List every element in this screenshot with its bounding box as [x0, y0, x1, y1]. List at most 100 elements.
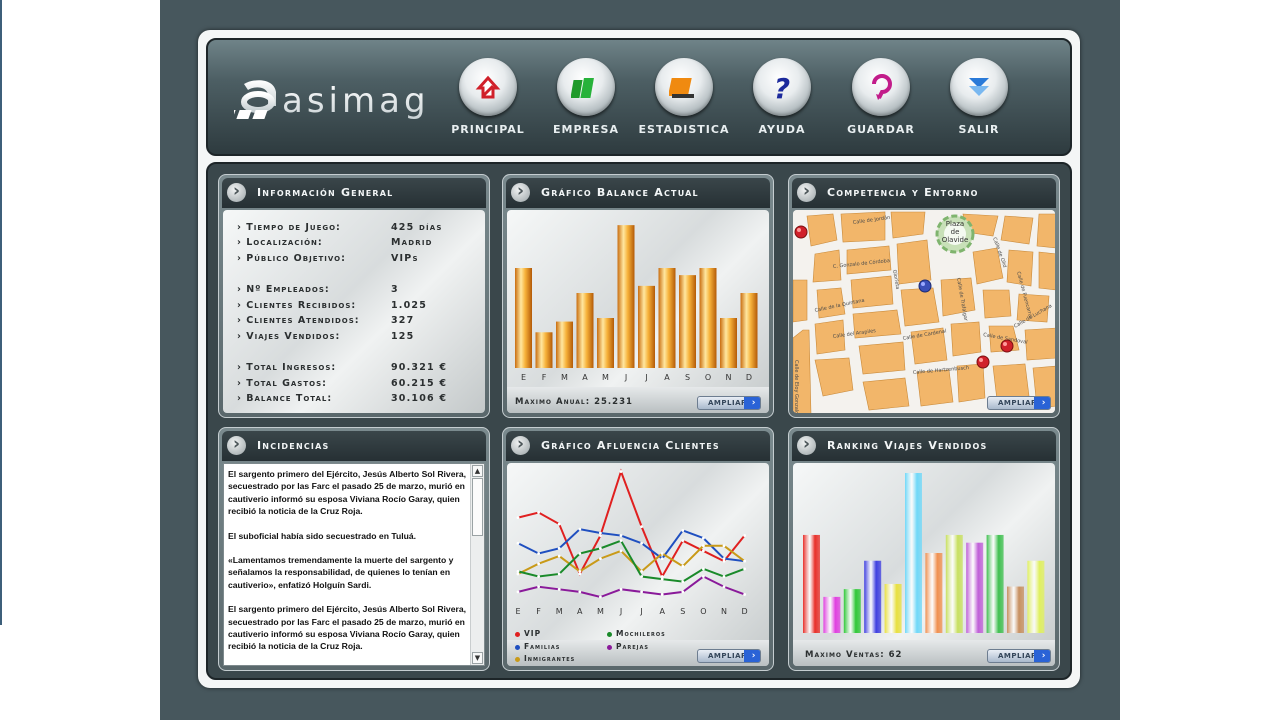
chevron-right-icon[interactable]: [797, 434, 816, 455]
series-point: [599, 534, 602, 537]
x-tick-label: J: [644, 373, 647, 382]
ampliar-label: AMPLIAR: [708, 399, 747, 407]
afluencia-chart-area: E F M A M J J A S O N D VIP Mochileros Familias Pareja…: [507, 463, 769, 666]
panel-header: Ranking Viajes Vendidos: [792, 431, 1056, 461]
series-point: [681, 539, 685, 543]
series-point: [722, 557, 726, 560]
series-point: [557, 587, 561, 591]
panel-competencia-entorno: Competencia y Entorno: [788, 174, 1060, 418]
balance-bar: [740, 293, 758, 368]
info-label: Total Gastos:: [237, 378, 327, 389]
series-point: [619, 539, 623, 543]
info-label: Balance Total:: [237, 393, 332, 404]
series-point: [640, 541, 643, 545]
series-point: [660, 557, 664, 560]
nav-button-estadistica[interactable]: ESTADISTICA: [636, 58, 732, 148]
panel-title: Competencia y Entorno: [827, 186, 979, 199]
street-label: Calle de Hartzenbusch: [913, 365, 970, 376]
info-label: Viajes Vendidos:: [237, 331, 340, 342]
chevron-right-icon[interactable]: [511, 181, 530, 202]
info-key: Nº Empleados:: [237, 284, 330, 295]
exit-icon[interactable]: [950, 58, 1008, 116]
nav-button-empresa[interactable]: EMPRESA: [538, 58, 634, 148]
nav-button-principal[interactable]: PRINCIPAL: [440, 58, 536, 148]
folder-icon[interactable]: [655, 58, 713, 116]
app-frame: asimag PRINCIPAL EMPRESA ESTADISTICA? AY…: [198, 30, 1080, 688]
logo-wordmark: asimag: [282, 81, 430, 121]
balance-bar: [597, 318, 614, 368]
series-point: [722, 544, 726, 548]
balance-bar: [617, 225, 635, 368]
ranking-bar: [843, 589, 861, 633]
series-point: [702, 575, 705, 578]
info-key: Clientes Atendidos:: [237, 315, 360, 326]
scroll-up-icon[interactable]: ▲: [472, 465, 483, 477]
save-icon[interactable]: [852, 58, 910, 116]
chevron-right-icon[interactable]: [797, 181, 816, 202]
chevron-right-icon[interactable]: [511, 434, 530, 455]
info-value: 60.215 €: [391, 378, 448, 389]
scroll-thumb[interactable]: [472, 478, 483, 536]
nav-button-ayuda[interactable]: ? AYUDA: [734, 58, 830, 148]
panel-title: Gráfico Afluencia Clientes: [541, 439, 720, 452]
scroll-down-icon[interactable]: ▼: [472, 652, 483, 664]
series-point: [578, 570, 582, 573]
ampliar-button[interactable]: AMPLIAR ›: [987, 396, 1051, 410]
series-point: [537, 575, 540, 578]
ranking-caption: Maximo Ventas: 62: [805, 650, 903, 660]
nav-button-salir[interactable]: SALIR: [931, 58, 1027, 148]
info-value: VIPs: [391, 253, 419, 264]
series-point: [557, 554, 561, 558]
series-point: [640, 590, 643, 594]
x-tick-label: M: [597, 607, 604, 616]
legend-label: Parejas: [616, 642, 649, 651]
legend-dot: [515, 631, 520, 637]
series-point: [660, 552, 664, 555]
arrow-right-icon: ›: [1041, 651, 1046, 661]
series-point: [578, 572, 582, 576]
series-point: [722, 585, 726, 589]
dashboard-body: Información General Tiempo de Juego: 425 …: [206, 162, 1072, 680]
info-value: 90.321 €: [391, 362, 448, 373]
info-key: Balance Total:: [237, 393, 332, 404]
x-tick-label: J: [639, 607, 642, 616]
nav-button-guardar[interactable]: GUARDAR: [833, 58, 929, 148]
info-key: Total Gastos:: [237, 378, 327, 389]
home-icon[interactable]: [459, 58, 517, 116]
series-point: [516, 516, 520, 520]
x-tick-label: N: [726, 373, 732, 382]
series-point: [702, 549, 705, 553]
series-point: [599, 595, 602, 599]
ranking-bar: [945, 534, 963, 633]
map-area[interactable]: Plaza de Olavide Calle de Jordán C. Gonzalo…: [793, 210, 1055, 413]
series-point: [681, 590, 685, 594]
legend-dot: [515, 644, 520, 650]
chevron-right-icon[interactable]: [227, 434, 246, 455]
series-point: [619, 587, 623, 591]
series-point: [702, 567, 705, 571]
x-tick-label: E: [521, 373, 526, 382]
series-line-familias: [517, 528, 745, 563]
ampliar-button[interactable]: AMPLIAR ›: [697, 396, 761, 410]
panel-title: Ranking Viajes Vendidos: [827, 439, 988, 452]
series-point: [516, 570, 520, 573]
x-tick-label: O: [700, 607, 706, 616]
panel-title: Información General: [257, 186, 394, 199]
books-icon[interactable]: [557, 58, 615, 116]
help-icon[interactable]: ?: [753, 58, 811, 116]
chevron-right-icon[interactable]: [227, 181, 246, 202]
ampliar-button[interactable]: AMPLIAR ›: [987, 649, 1051, 663]
series-point: [722, 575, 726, 578]
news-box[interactable]: El sargento primero del Ejército, Jesús …: [223, 463, 485, 666]
ampliar-button[interactable]: AMPLIAR ›: [697, 649, 761, 663]
series-point: [743, 559, 746, 563]
news-scrollbar[interactable]: ▲ ▼: [470, 464, 484, 665]
x-tick-label: A: [664, 373, 670, 382]
news-paragraph: El suboficial había sido secuestrado en …: [228, 530, 416, 541]
ampliar-label: AMPLIAR: [708, 652, 747, 660]
series-point: [681, 580, 685, 584]
series-line-vip: [517, 468, 746, 579]
panel-header: Información General: [222, 178, 486, 208]
